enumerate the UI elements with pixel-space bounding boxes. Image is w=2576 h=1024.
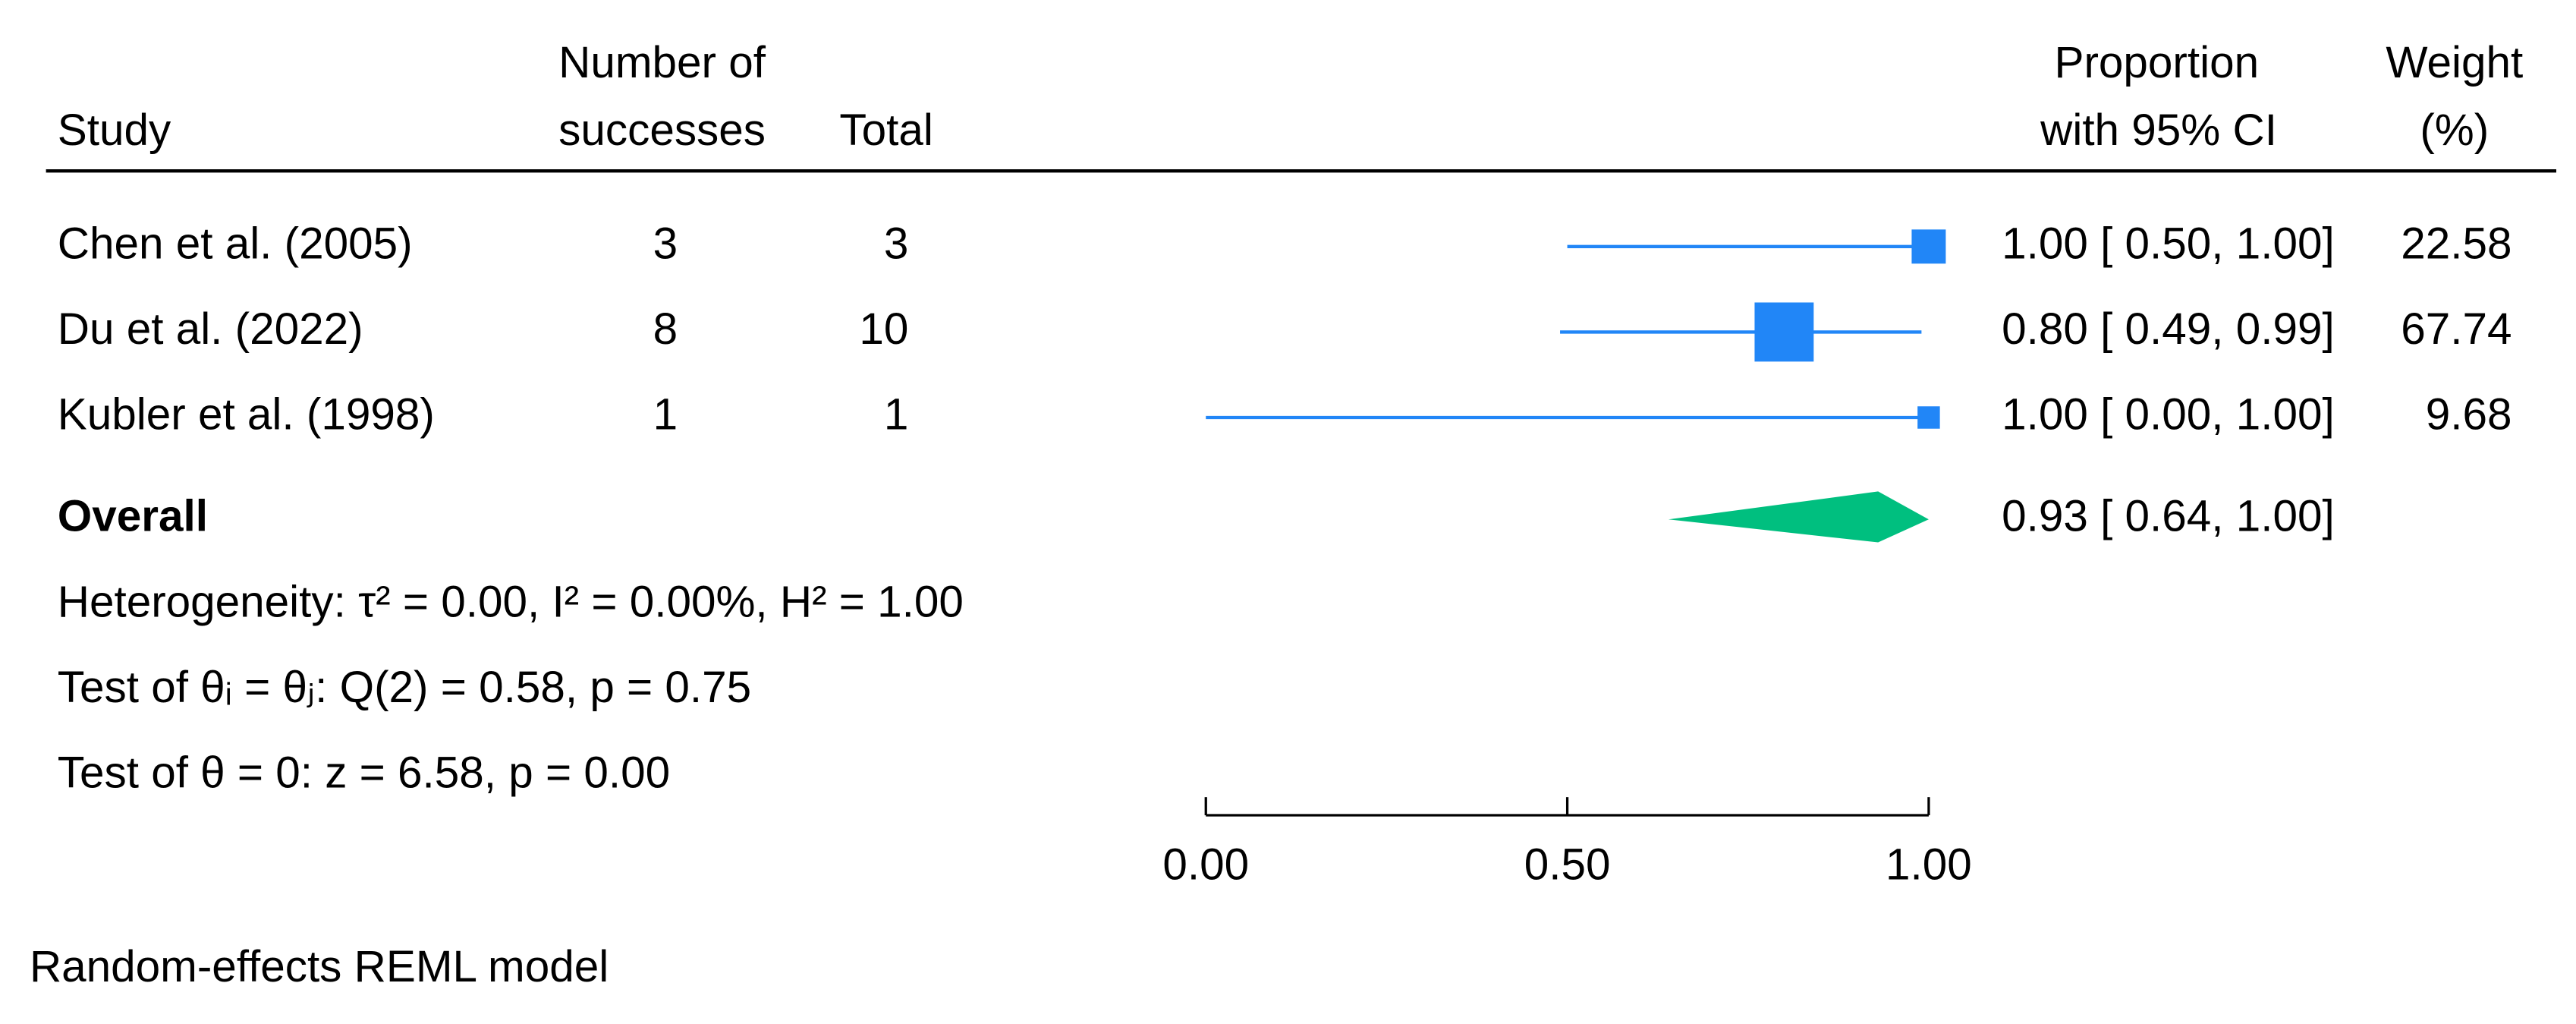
model-note: Random-effects REML model	[30, 942, 609, 991]
successes: 8	[653, 304, 678, 354]
estimate-marker	[1754, 302, 1814, 362]
x-tick-label: 0.00	[1162, 840, 1249, 890]
total: 3	[884, 219, 909, 268]
stat-line: Test of θ = 0: z = 6.58, p = 0.00	[58, 748, 670, 797]
estimate-marker	[1917, 406, 1940, 429]
weight: 22.58	[2401, 219, 2512, 268]
total: 10	[859, 304, 908, 354]
stat-line: Test of θᵢ = θⱼ: Q(2) = 0.58, p = 0.75	[58, 663, 751, 712]
header: Number of	[558, 38, 766, 87]
header: with 95% CI	[2040, 106, 2277, 155]
x-tick-label: 0.50	[1524, 840, 1611, 890]
weight: 9.68	[2426, 389, 2512, 439]
overall-name: Overall	[58, 492, 208, 541]
header: (%)	[2420, 106, 2489, 155]
ci-label: 1.00 [ 0.50, 1.00]	[2002, 219, 2335, 268]
study-name: Du et al. (2022)	[58, 304, 363, 354]
ci-label: 0.80 [ 0.49, 0.99]	[2002, 304, 2335, 354]
ci-label: 0.93 [ 0.64, 1.00]	[2002, 492, 2335, 541]
study-name: Kubler et al. (1998)	[58, 389, 435, 439]
header: Total	[839, 106, 933, 155]
x-tick-label: 1.00	[1886, 840, 1972, 890]
study-name: Chen et al. (2005)	[58, 219, 413, 268]
estimate-marker	[1911, 229, 1946, 264]
header: Study	[58, 106, 171, 155]
successes: 1	[653, 389, 678, 439]
header: Proportion	[2054, 38, 2259, 87]
header: Weight	[2386, 38, 2523, 87]
total: 1	[884, 389, 909, 439]
overall-diamond	[1668, 491, 1929, 543]
header: successes	[558, 106, 766, 155]
successes: 3	[653, 219, 678, 268]
stat-line: Heterogeneity: τ² = 0.00, I² = 0.00%, H²…	[58, 577, 964, 626]
weight: 67.74	[2401, 304, 2512, 354]
ci-label: 1.00 [ 0.00, 1.00]	[2002, 389, 2335, 439]
